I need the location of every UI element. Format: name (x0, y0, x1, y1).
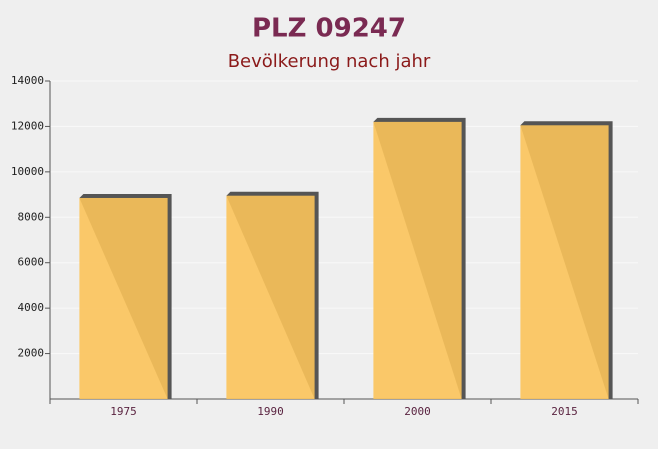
bar (520, 125, 609, 400)
bar (79, 197, 168, 399)
y-tick-label: 4000 (18, 301, 45, 314)
y-tick-label: 6000 (18, 256, 45, 269)
chart-subtitle: Bevölkerung nach jahr (228, 51, 431, 72)
y-tick-label: 10000 (11, 165, 44, 178)
y-tick-label: 14000 (11, 74, 44, 87)
y-tick-label: 8000 (18, 210, 45, 223)
x-tick-label: 1990 (257, 405, 284, 418)
bar (226, 195, 315, 399)
y-tick-label: 12000 (11, 119, 44, 132)
x-tick-label: 2000 (404, 405, 431, 418)
y-tick-label: 2000 (18, 347, 45, 360)
bar (373, 121, 462, 399)
x-tick-label: 2015 (551, 405, 578, 418)
chart-title: PLZ 09247 (252, 14, 406, 44)
x-tick-label: 1975 (110, 405, 137, 418)
